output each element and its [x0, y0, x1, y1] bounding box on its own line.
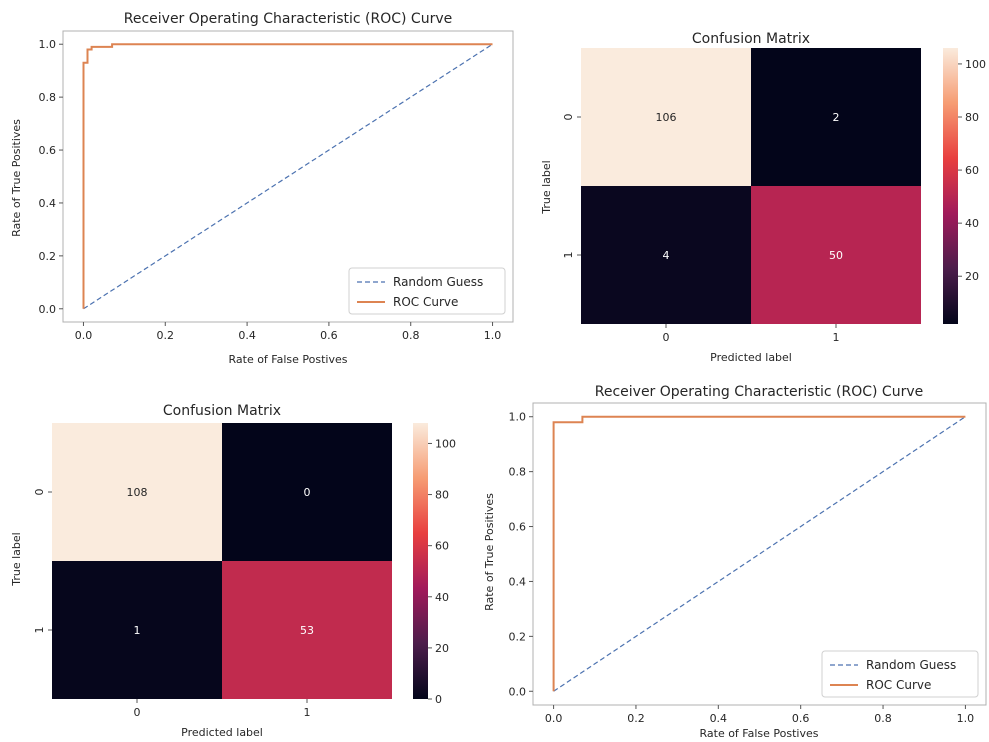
colorbar-tick-label: 100: [965, 58, 986, 71]
x-tick-label: 0.8: [874, 712, 892, 725]
x-tick-label: 1: [304, 706, 311, 719]
cell-value-label: 108: [127, 486, 148, 499]
heatmap-cell: [222, 561, 392, 699]
roc-chart-top-left: Receiver Operating Characteristic (ROC) …: [10, 11, 514, 366]
x-axis-label: Predicted label: [181, 726, 263, 739]
colorbar-tick-label: 0: [435, 693, 442, 706]
x-tick-label: 0.6: [320, 329, 338, 342]
legend-box: [348, 267, 506, 315]
y-tick-label: 0.6: [509, 521, 527, 534]
legend-label: Random Guess: [393, 275, 483, 289]
y-axis-label: True label: [540, 160, 553, 214]
y-tick-label: 0.0: [509, 685, 527, 698]
x-axis-label: Predicted label: [710, 351, 792, 364]
y-tick-label: 1: [33, 627, 46, 634]
colorbar: [943, 48, 958, 324]
y-tick-label: 0.8: [39, 91, 57, 104]
y-tick-label: 1.0: [39, 38, 57, 51]
y-axis-label: Rate of True Positives: [10, 119, 23, 237]
colorbar-tick-label: 20: [435, 642, 449, 655]
cell-value-label: 106: [656, 111, 677, 124]
x-tick-label: 0.0: [75, 329, 93, 342]
x-tick-label: 0.6: [792, 712, 810, 725]
x-tick-label: 0.0: [545, 712, 563, 725]
y-axis-label: True label: [10, 532, 23, 586]
roc-curve-line: [82, 43, 493, 309]
colorbar-tick-label: 40: [435, 591, 449, 604]
colorbar-tick-label: 60: [435, 540, 449, 553]
x-tick-label: 0.4: [238, 329, 256, 342]
cell-value-label: 53: [300, 624, 314, 637]
x-tick-label: 0: [134, 706, 141, 719]
x-tick-label: 0.8: [402, 329, 420, 342]
y-tick-label: 0.0: [39, 303, 57, 316]
heatmap-cell: [751, 186, 921, 324]
chart-title: Receiver Operating Characteristic (ROC) …: [595, 384, 924, 400]
chart-title: Receiver Operating Characteristic (ROC) …: [124, 11, 453, 27]
roc-curve-line: [552, 415, 966, 692]
heatmap-cell: [52, 423, 222, 561]
cell-value-label: 4: [663, 249, 670, 262]
x-tick-label: 0.2: [627, 712, 645, 725]
colorbar-tick-label: 20: [965, 270, 979, 283]
y-tick-label: 0.2: [509, 630, 527, 643]
legend-label: Random Guess: [866, 658, 956, 672]
y-tick-label: 0: [33, 489, 46, 496]
colorbar-tick-label: 80: [435, 489, 449, 502]
x-axis-label: Rate of False Postives: [699, 727, 818, 740]
cell-value-label: 0: [304, 486, 311, 499]
y-axis-label: Rate of True Positives: [483, 493, 496, 611]
y-tick-label: 0.6: [39, 144, 57, 157]
x-tick-label: 0: [663, 331, 670, 344]
heatmap-cell: [581, 186, 751, 324]
random-guess-line: [83, 43, 493, 310]
legend-box: [821, 650, 979, 698]
chart-title: Confusion Matrix: [692, 31, 810, 47]
confusion-matrix-top-right: Confusion Matrix 106 24 500 10120406080100 …: [540, 31, 986, 364]
legend-label: ROC Curve: [393, 295, 458, 309]
cell-value-label: 2: [833, 111, 840, 124]
colorbar-tick-label: 100: [435, 437, 456, 450]
confusion-matrix-bottom-left: Confusion Matrix 108 01 530 101020406080100…: [10, 403, 456, 739]
heatmap-cell: [222, 423, 392, 561]
cell-value-label: 1: [134, 624, 141, 637]
y-tick-label: 0.4: [509, 575, 527, 588]
heatmap-cell: [52, 561, 222, 699]
x-axis-label: Rate of False Postives: [228, 353, 347, 366]
y-tick-label: 0.2: [39, 250, 57, 263]
legend-label: ROC Curve: [866, 678, 931, 692]
x-tick-label: 1.0: [484, 329, 502, 342]
x-tick-label: 1: [833, 331, 840, 344]
cell-value-label: 50: [829, 249, 843, 262]
random-guess-line: [553, 416, 966, 692]
colorbar-tick-label: 40: [965, 217, 979, 230]
y-tick-label: 0.4: [39, 197, 57, 210]
colorbar-tick-label: 80: [965, 111, 979, 124]
y-tick-label: 1: [562, 252, 575, 259]
heatmap-cell: [751, 48, 921, 186]
x-tick-label: 1.0: [957, 712, 975, 725]
y-tick-label: 0.8: [509, 466, 527, 479]
x-tick-label: 0.4: [710, 712, 728, 725]
colorbar: [413, 423, 428, 699]
heatmap-cell: [581, 48, 751, 186]
roc-chart-bottom-right: Receiver Operating Characteristic (ROC) …: [483, 384, 987, 740]
y-tick-label: 1.0: [509, 411, 527, 424]
colorbar-tick-label: 60: [965, 164, 979, 177]
chart-title: Confusion Matrix: [163, 403, 281, 419]
x-tick-label: 0.2: [157, 329, 175, 342]
y-tick-label: 0: [562, 114, 575, 121]
